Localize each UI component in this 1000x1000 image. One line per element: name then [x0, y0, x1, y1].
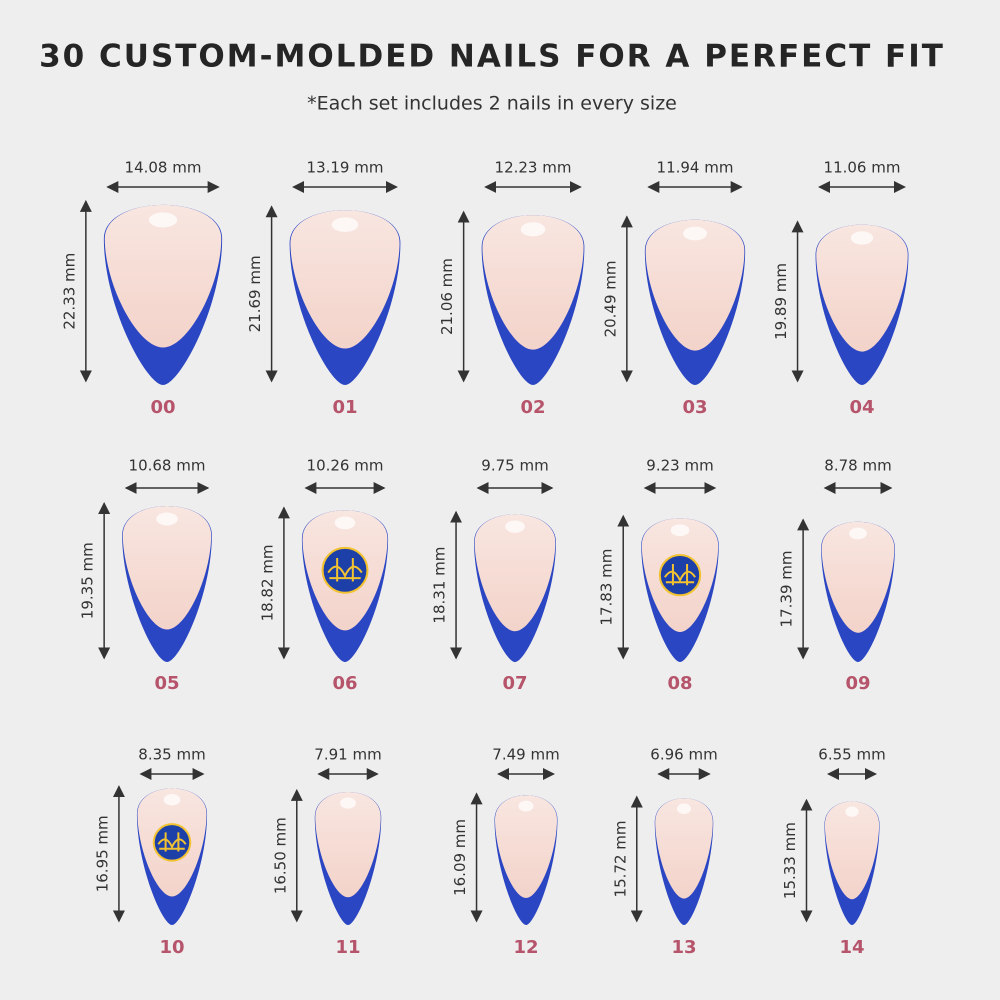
nail	[474, 514, 556, 662]
nail	[122, 505, 212, 662]
nail	[821, 521, 895, 662]
nail-number: 05	[154, 673, 179, 694]
width-label: 8.78 mm	[824, 457, 891, 475]
width-label: 11.94 mm	[657, 159, 734, 177]
nail-number: 09	[845, 673, 870, 694]
nail-shine	[520, 222, 546, 237]
nail-number: 08	[667, 673, 692, 694]
length-label: 18.82 mm	[258, 544, 276, 621]
nail-number: 03	[682, 397, 707, 418]
nail-shine	[340, 797, 356, 809]
logo	[152, 823, 192, 862]
nail-shine	[670, 524, 690, 537]
nail-shine	[845, 806, 859, 817]
length-label: 16.95 mm	[93, 815, 111, 892]
nail-shine	[849, 527, 867, 540]
length-label: 17.83 mm	[598, 549, 616, 626]
nail-bed	[290, 210, 400, 349]
nail-bed	[645, 219, 745, 351]
nail-bed	[104, 204, 222, 348]
nail-number: 14	[839, 937, 864, 958]
nail	[103, 204, 223, 385]
nail-shine	[505, 520, 525, 533]
width-label: 9.75 mm	[481, 457, 548, 475]
nail-bed	[474, 514, 556, 632]
nail-bed	[824, 801, 880, 900]
width-label: 14.08 mm	[125, 159, 202, 177]
nail-number: 11	[335, 937, 360, 958]
width-label: 11.06 mm	[824, 159, 901, 177]
nail-number: 00	[150, 397, 175, 418]
length-label: 18.31 mm	[431, 547, 449, 624]
nail-shine	[331, 217, 359, 232]
length-label: 19.35 mm	[79, 542, 97, 619]
nail-shine	[518, 800, 534, 812]
logo-bridge	[664, 564, 696, 586]
logo	[321, 546, 369, 594]
width-label: 9.23 mm	[646, 457, 713, 475]
nail-shine	[148, 212, 178, 228]
nail-bed	[495, 795, 557, 898]
width-label: 10.26 mm	[307, 457, 384, 475]
nail-shine	[156, 512, 178, 526]
nail	[301, 510, 389, 662]
nail-shine	[682, 226, 708, 241]
length-label: 15.33 mm	[781, 822, 799, 899]
nail	[314, 791, 382, 925]
nail-shine	[676, 803, 692, 815]
width-label: 8.35 mm	[138, 746, 205, 764]
length-label: 22.33 mm	[60, 253, 78, 330]
width-label: 6.96 mm	[650, 746, 717, 764]
nail	[136, 788, 208, 925]
title: 30 CUSTOM-MOLDED NAILS FOR A PERFECT FIT	[39, 39, 945, 75]
nail-bed	[821, 521, 895, 633]
width-label: 7.49 mm	[492, 746, 559, 764]
nail	[481, 215, 585, 385]
length-label: 21.69 mm	[246, 255, 264, 332]
nail-number: 12	[513, 937, 538, 958]
nail-shine	[163, 794, 181, 806]
length-label: 20.49 mm	[601, 260, 619, 337]
nail-bed	[122, 505, 212, 630]
nail	[641, 518, 719, 662]
nail-shine	[334, 516, 356, 530]
length-label: 16.50 mm	[271, 817, 289, 894]
width-label: 7.91 mm	[314, 746, 381, 764]
nail-bed	[655, 798, 713, 899]
nail	[824, 801, 880, 925]
nail	[815, 224, 909, 385]
nail-number: 06	[332, 673, 357, 694]
subtitle: *Each set includes 2 nails in every size	[307, 93, 677, 115]
length-label: 19.89 mm	[772, 263, 790, 340]
nail	[654, 798, 714, 925]
width-label: 12.23 mm	[495, 159, 572, 177]
nail-number: 02	[520, 397, 545, 418]
nail-number: 01	[332, 397, 357, 418]
length-label: 16.09 mm	[451, 819, 469, 896]
logo-bridge	[327, 557, 363, 582]
nail	[644, 219, 746, 385]
width-label: 10.68 mm	[129, 457, 206, 475]
logo	[658, 553, 702, 597]
nail-bed	[315, 791, 381, 898]
nail-bed	[482, 215, 584, 350]
length-label: 21.06 mm	[438, 258, 456, 335]
logo-bridge	[157, 832, 187, 852]
nail-number: 10	[159, 937, 184, 958]
nail-number: 13	[671, 937, 696, 958]
length-label: 15.72 mm	[611, 821, 629, 898]
nail-shine	[850, 231, 874, 245]
length-label: 17.39 mm	[778, 550, 796, 627]
nail-number: 07	[502, 673, 527, 694]
nail-number: 04	[849, 397, 874, 418]
width-label: 13.19 mm	[307, 159, 384, 177]
nail-bed	[816, 224, 908, 352]
width-label: 6.55 mm	[818, 746, 885, 764]
nail	[494, 795, 558, 925]
nail	[289, 210, 401, 385]
